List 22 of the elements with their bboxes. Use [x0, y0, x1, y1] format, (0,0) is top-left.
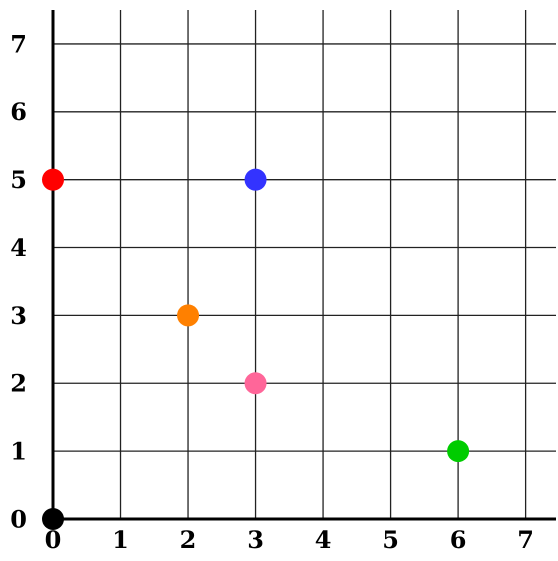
x-tick-label: 3 [247, 525, 264, 554]
y-tick-label: 7 [10, 29, 27, 58]
x-tick-label: 2 [180, 525, 196, 554]
point [42, 508, 64, 530]
y-tick-label: 3 [10, 300, 27, 330]
point [244, 372, 267, 394]
x-tick-label: 0 [44, 525, 62, 554]
x-tick-label: 5 [382, 525, 399, 554]
x-tick-label: 4 [314, 525, 332, 554]
point [244, 168, 267, 191]
y-tick-label: 2 [10, 368, 27, 398]
y-tick-label: 0 [10, 504, 27, 534]
y-tick-label: 5 [10, 165, 27, 194]
y-tick-label: 6 [10, 97, 27, 126]
point [177, 304, 200, 326]
x-tick-label: 7 [517, 525, 534, 554]
x-tick-label: 1 [112, 525, 129, 554]
y-tick-label: 4 [10, 232, 27, 262]
point [447, 440, 470, 462]
point [42, 168, 64, 191]
y-tick-label: 1 [10, 436, 27, 466]
x-tick-label: 6 [450, 525, 466, 554]
